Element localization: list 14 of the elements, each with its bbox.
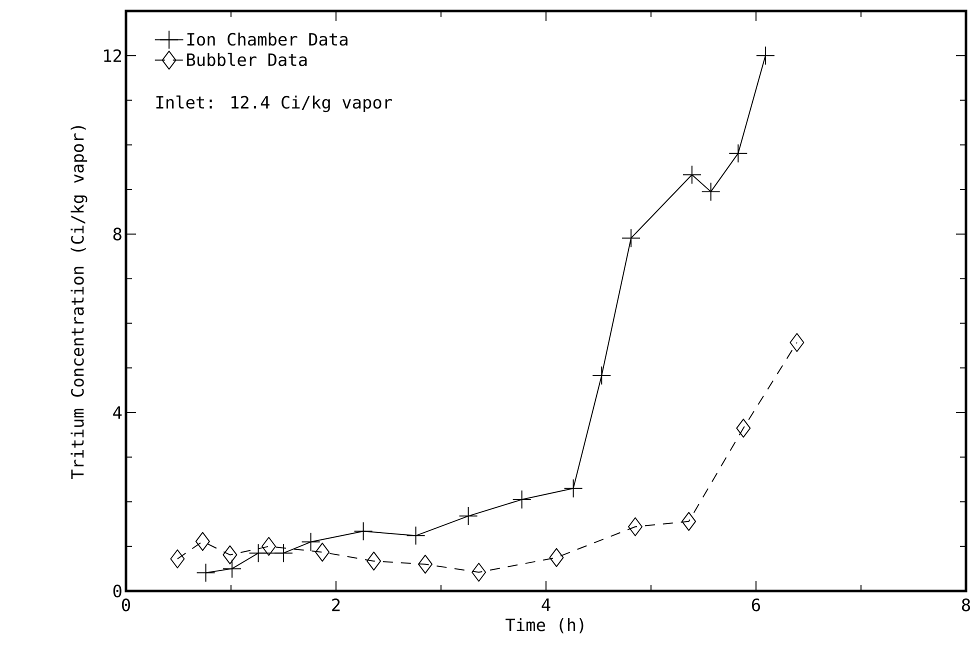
y-axis-title: Tritium Concentration (Ci/kg vapor) [70, 126, 88, 480]
x-axis-title: Time (h) [506, 618, 584, 634]
x-tick-label: 8 [962, 598, 970, 612]
annotation: Inlet: 12.4 Ci/kg vapor [156, 96, 392, 112]
legend-label: Bubbler Data [187, 52, 307, 66]
x-tick-label: 2 [332, 598, 340, 612]
y-tick-label: 12 [104, 49, 122, 62]
y-tick-label: 4 [113, 406, 122, 419]
y-tick-label: 0 [113, 584, 122, 598]
legend-label: Ion Chamber Data [187, 32, 348, 46]
x-tick-label: 6 [752, 598, 760, 612]
x-tick-label: 4 [542, 598, 550, 611]
y-tick-label: 8 [113, 228, 122, 240]
x-tick-label: 0 [122, 598, 130, 612]
